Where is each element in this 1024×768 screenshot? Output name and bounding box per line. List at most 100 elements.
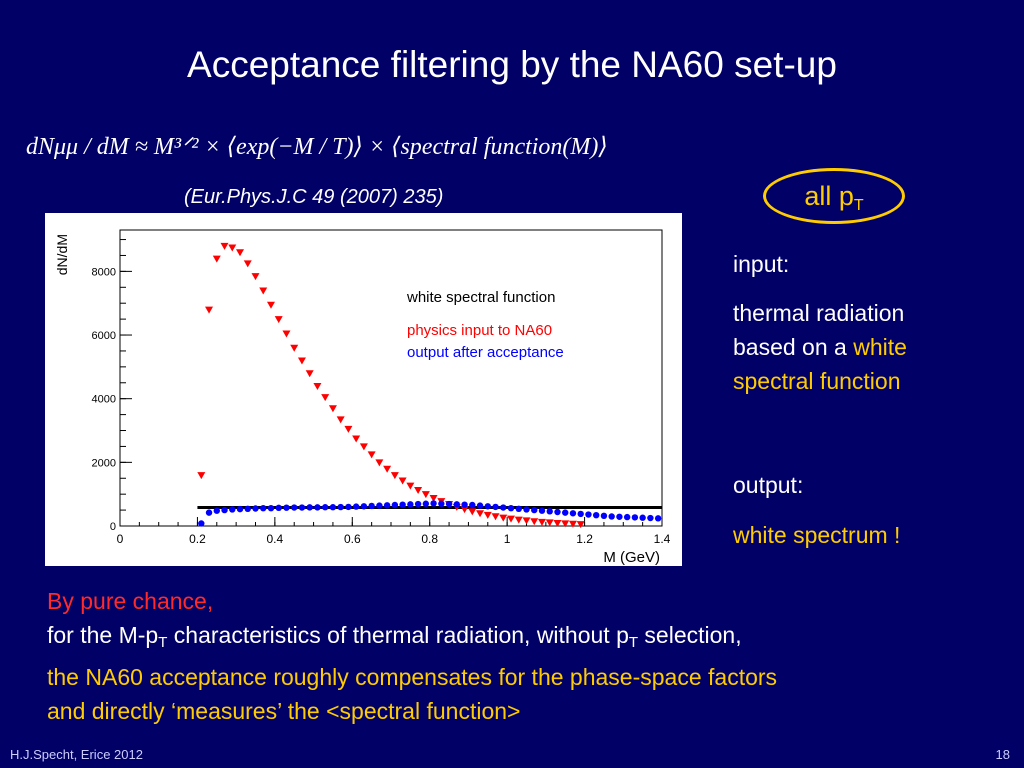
point-physics-input — [313, 382, 322, 390]
point-output-acceptance — [631, 514, 639, 521]
page-number: 18 — [995, 747, 1010, 762]
input-line2-pre: based on a — [733, 334, 854, 360]
point-output-acceptance — [236, 505, 244, 513]
point-physics-input — [414, 487, 423, 495]
point-output-acceptance — [368, 502, 375, 510]
point-physics-input — [468, 508, 477, 516]
point-physics-input — [344, 425, 353, 433]
y-axis-label: dN/dM — [54, 234, 70, 275]
point-physics-input — [220, 242, 229, 250]
formula: dNμμ / dM ≈ M³ᐟ² × ⟨exp(−M / T)⟩ × ⟨spec… — [26, 134, 608, 160]
bottom-line4: and directly ‘measures’ the <spectral fu… — [47, 698, 521, 724]
point-physics-input — [553, 519, 562, 527]
point-output-acceptance — [337, 503, 344, 511]
point-physics-input — [406, 482, 415, 490]
bottom-text: By pure chance, for the M-pT characteris… — [47, 584, 777, 728]
y-tick-label: 4000 — [92, 394, 116, 406]
point-output-acceptance — [484, 503, 491, 510]
output-label: output: — [733, 472, 804, 498]
point-physics-input — [274, 316, 283, 324]
point-output-acceptance — [414, 500, 422, 508]
point-physics-input — [228, 244, 237, 252]
point-output-acceptance — [329, 504, 337, 511]
x-tick-label: 1.4 — [654, 532, 671, 546]
input-line2: based on a white — [733, 330, 907, 364]
point-physics-input — [266, 301, 275, 309]
point-output-acceptance — [639, 514, 646, 521]
point-physics-input — [375, 459, 384, 467]
x-tick-label: 0.2 — [189, 532, 206, 546]
point-physics-input — [390, 472, 399, 480]
bottom-line1: By pure chance, — [47, 588, 214, 614]
point-output-acceptance — [577, 510, 584, 518]
point-output-acceptance — [275, 504, 282, 512]
point-physics-input — [297, 357, 306, 365]
point-physics-input — [205, 306, 214, 314]
point-output-acceptance — [360, 503, 368, 510]
point-physics-input — [545, 519, 554, 527]
point-physics-input — [383, 465, 392, 473]
point-physics-input — [460, 506, 469, 514]
point-output-acceptance — [321, 504, 329, 511]
point-output-acceptance — [244, 505, 251, 513]
bottom-line2-mid: characteristics of thermal radiation, wi… — [167, 622, 629, 648]
point-output-acceptance — [283, 504, 290, 511]
x-tick-label: 0 — [117, 532, 124, 546]
y-tick-label: 6000 — [92, 330, 116, 342]
point-output-acceptance — [507, 504, 515, 512]
point-output-acceptance — [345, 503, 352, 511]
point-physics-input — [259, 287, 268, 295]
point-output-acceptance — [198, 520, 205, 527]
plot-frame: 0 0.2 0.4 0.6 0.8 1 1.2 1.4 0 2000 4000 6000 8000 M (… — [45, 213, 682, 566]
point-physics-input — [537, 518, 546, 526]
point-output-acceptance — [213, 507, 220, 514]
point-output-acceptance — [585, 511, 592, 518]
badge-text: all p — [804, 181, 854, 211]
point-physics-input — [568, 520, 577, 528]
input-line3: spectral function — [733, 368, 901, 394]
input-line1: thermal radiation — [733, 300, 905, 326]
point-output-acceptance — [306, 504, 313, 511]
point-output-acceptance — [221, 506, 228, 514]
point-output-acceptance — [554, 508, 561, 516]
point-physics-input — [359, 443, 368, 451]
point-output-acceptance — [205, 509, 213, 516]
point-physics-input — [236, 249, 245, 257]
point-output-acceptance — [569, 510, 577, 517]
bottom-line2-post: selection, — [638, 622, 742, 648]
legend-entry: white spectral function — [406, 289, 555, 306]
point-output-acceptance — [445, 500, 453, 508]
point-output-acceptance — [515, 505, 522, 513]
point-output-acceptance — [469, 501, 476, 509]
point-physics-input — [429, 494, 438, 502]
point-physics-input — [321, 394, 330, 402]
point-output-acceptance — [562, 509, 569, 516]
point-physics-input — [336, 416, 345, 424]
point-physics-input — [197, 472, 206, 480]
slide-title: Acceptance filtering by the NA60 set-up — [187, 44, 837, 85]
point-physics-input — [507, 515, 516, 523]
point-physics-input — [305, 370, 314, 378]
point-physics-input — [367, 451, 376, 459]
point-output-acceptance — [399, 501, 406, 508]
point-output-acceptance — [422, 500, 430, 507]
point-output-acceptance — [616, 513, 623, 520]
point-physics-input — [483, 511, 492, 519]
point-output-acceptance — [592, 511, 600, 519]
input-line2-highlight: white — [853, 334, 907, 360]
x-tick-label: 1.2 — [576, 532, 593, 546]
x-tick-label: 0.8 — [421, 532, 438, 546]
input-text: thermal radiation based on a white spect… — [733, 296, 907, 398]
point-output-acceptance — [267, 504, 275, 512]
point-output-acceptance — [500, 504, 507, 511]
output-text: white spectrum ! — [733, 522, 901, 548]
point-output-acceptance — [623, 513, 631, 521]
point-output-acceptance — [654, 515, 662, 522]
point-output-acceptance — [407, 501, 414, 508]
point-physics-input — [576, 521, 585, 529]
point-output-acceptance — [391, 501, 399, 509]
point-output-acceptance — [376, 502, 383, 509]
point-physics-input — [476, 510, 485, 518]
point-output-acceptance — [600, 512, 608, 520]
point-output-acceptance — [531, 506, 538, 514]
